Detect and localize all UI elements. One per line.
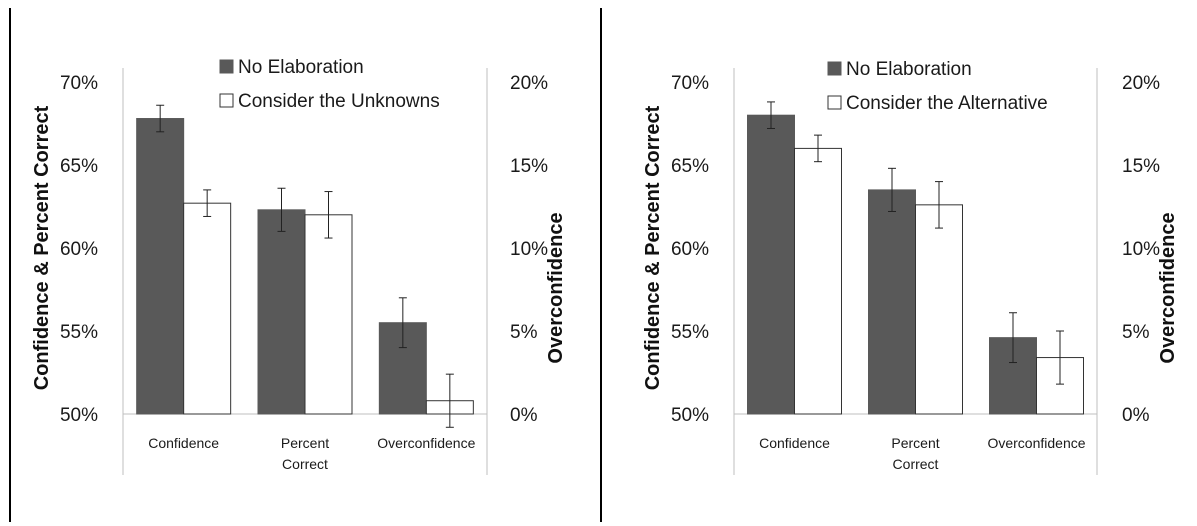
category-label-line: Overconfidence bbox=[987, 435, 1085, 451]
chart-panel-1: 50% 55% 60% 65% 70% 0% 5% 10% 15% 20% Confidence &… bbox=[31, 57, 567, 475]
y2-tick-label: 10% bbox=[510, 239, 548, 260]
category-label-line: Percent bbox=[891, 435, 939, 451]
legend-label: No Elaboration bbox=[846, 59, 972, 80]
y-tick-label: 50% bbox=[60, 405, 98, 426]
y-axis-title: Confidence & Percent Correct bbox=[642, 105, 664, 390]
bar-elaboration bbox=[304, 214, 353, 415]
bar-no-elaboration bbox=[136, 118, 185, 415]
y-tick-label: 65% bbox=[60, 156, 98, 177]
y2-tick-label: 5% bbox=[510, 322, 538, 343]
category-label-line: Correct bbox=[282, 456, 328, 472]
y-tick-label: 60% bbox=[60, 239, 98, 260]
chart-panel-2: 50% 55% 60% 65% 70% 0% 5% 10% 15% 20% Confidence &… bbox=[642, 59, 1179, 475]
bar-elaboration bbox=[915, 204, 963, 415]
category-label-line: Confidence bbox=[148, 435, 219, 451]
category-label-line: Correct bbox=[893, 456, 939, 472]
y-axis-title: Confidence & Percent Correct bbox=[31, 105, 53, 390]
bar-no-elaboration bbox=[868, 189, 916, 415]
legend-label: No Elaboration bbox=[238, 57, 364, 78]
legend-swatch-no-elaboration bbox=[219, 59, 234, 74]
category-label: Percent Correct bbox=[891, 435, 939, 472]
bar-elaboration bbox=[794, 147, 842, 415]
legend-label: Consider the Unknowns bbox=[238, 91, 440, 112]
y2-tick-label: 20% bbox=[510, 73, 548, 94]
y2-tick-label: 0% bbox=[510, 405, 538, 426]
legend-swatch-elaboration bbox=[219, 93, 234, 108]
legend-swatch-no-elaboration bbox=[827, 61, 842, 76]
legend-label: Consider the Alternative bbox=[846, 93, 1048, 114]
y2-axis-title: Overconfidence bbox=[1157, 212, 1179, 363]
y-tick-label: 60% bbox=[671, 239, 709, 260]
category-label-line: Percent bbox=[281, 435, 329, 451]
legend-swatch-elaboration bbox=[827, 95, 842, 110]
category-label: Percent Correct bbox=[281, 435, 329, 472]
y2-tick-label: 5% bbox=[1122, 322, 1150, 343]
y-tick-label: 70% bbox=[60, 73, 98, 94]
y-tick-label: 50% bbox=[671, 405, 709, 426]
category-label: Overconfidence bbox=[987, 435, 1085, 451]
y-tick-label: 55% bbox=[671, 322, 709, 343]
y-tick-label: 65% bbox=[671, 156, 709, 177]
bar-no-elaboration bbox=[747, 114, 795, 415]
category-label-line: Confidence bbox=[759, 435, 830, 451]
y2-tick-label: 10% bbox=[1122, 239, 1160, 260]
bar-no-elaboration bbox=[257, 209, 306, 415]
y2-tick-label: 0% bbox=[1122, 405, 1150, 426]
y-tick-label: 70% bbox=[671, 73, 709, 94]
y-tick-label: 55% bbox=[60, 322, 98, 343]
bar-elaboration bbox=[183, 202, 232, 415]
category-label: Confidence bbox=[148, 435, 219, 451]
y2-tick-label: 20% bbox=[1122, 73, 1160, 94]
y2-tick-label: 15% bbox=[1122, 156, 1160, 177]
category-label: Overconfidence bbox=[377, 435, 475, 451]
category-label: Confidence bbox=[759, 435, 830, 451]
y2-axis-title: Overconfidence bbox=[545, 212, 567, 363]
y2-tick-label: 15% bbox=[510, 156, 548, 177]
category-label-line: Overconfidence bbox=[377, 435, 475, 451]
